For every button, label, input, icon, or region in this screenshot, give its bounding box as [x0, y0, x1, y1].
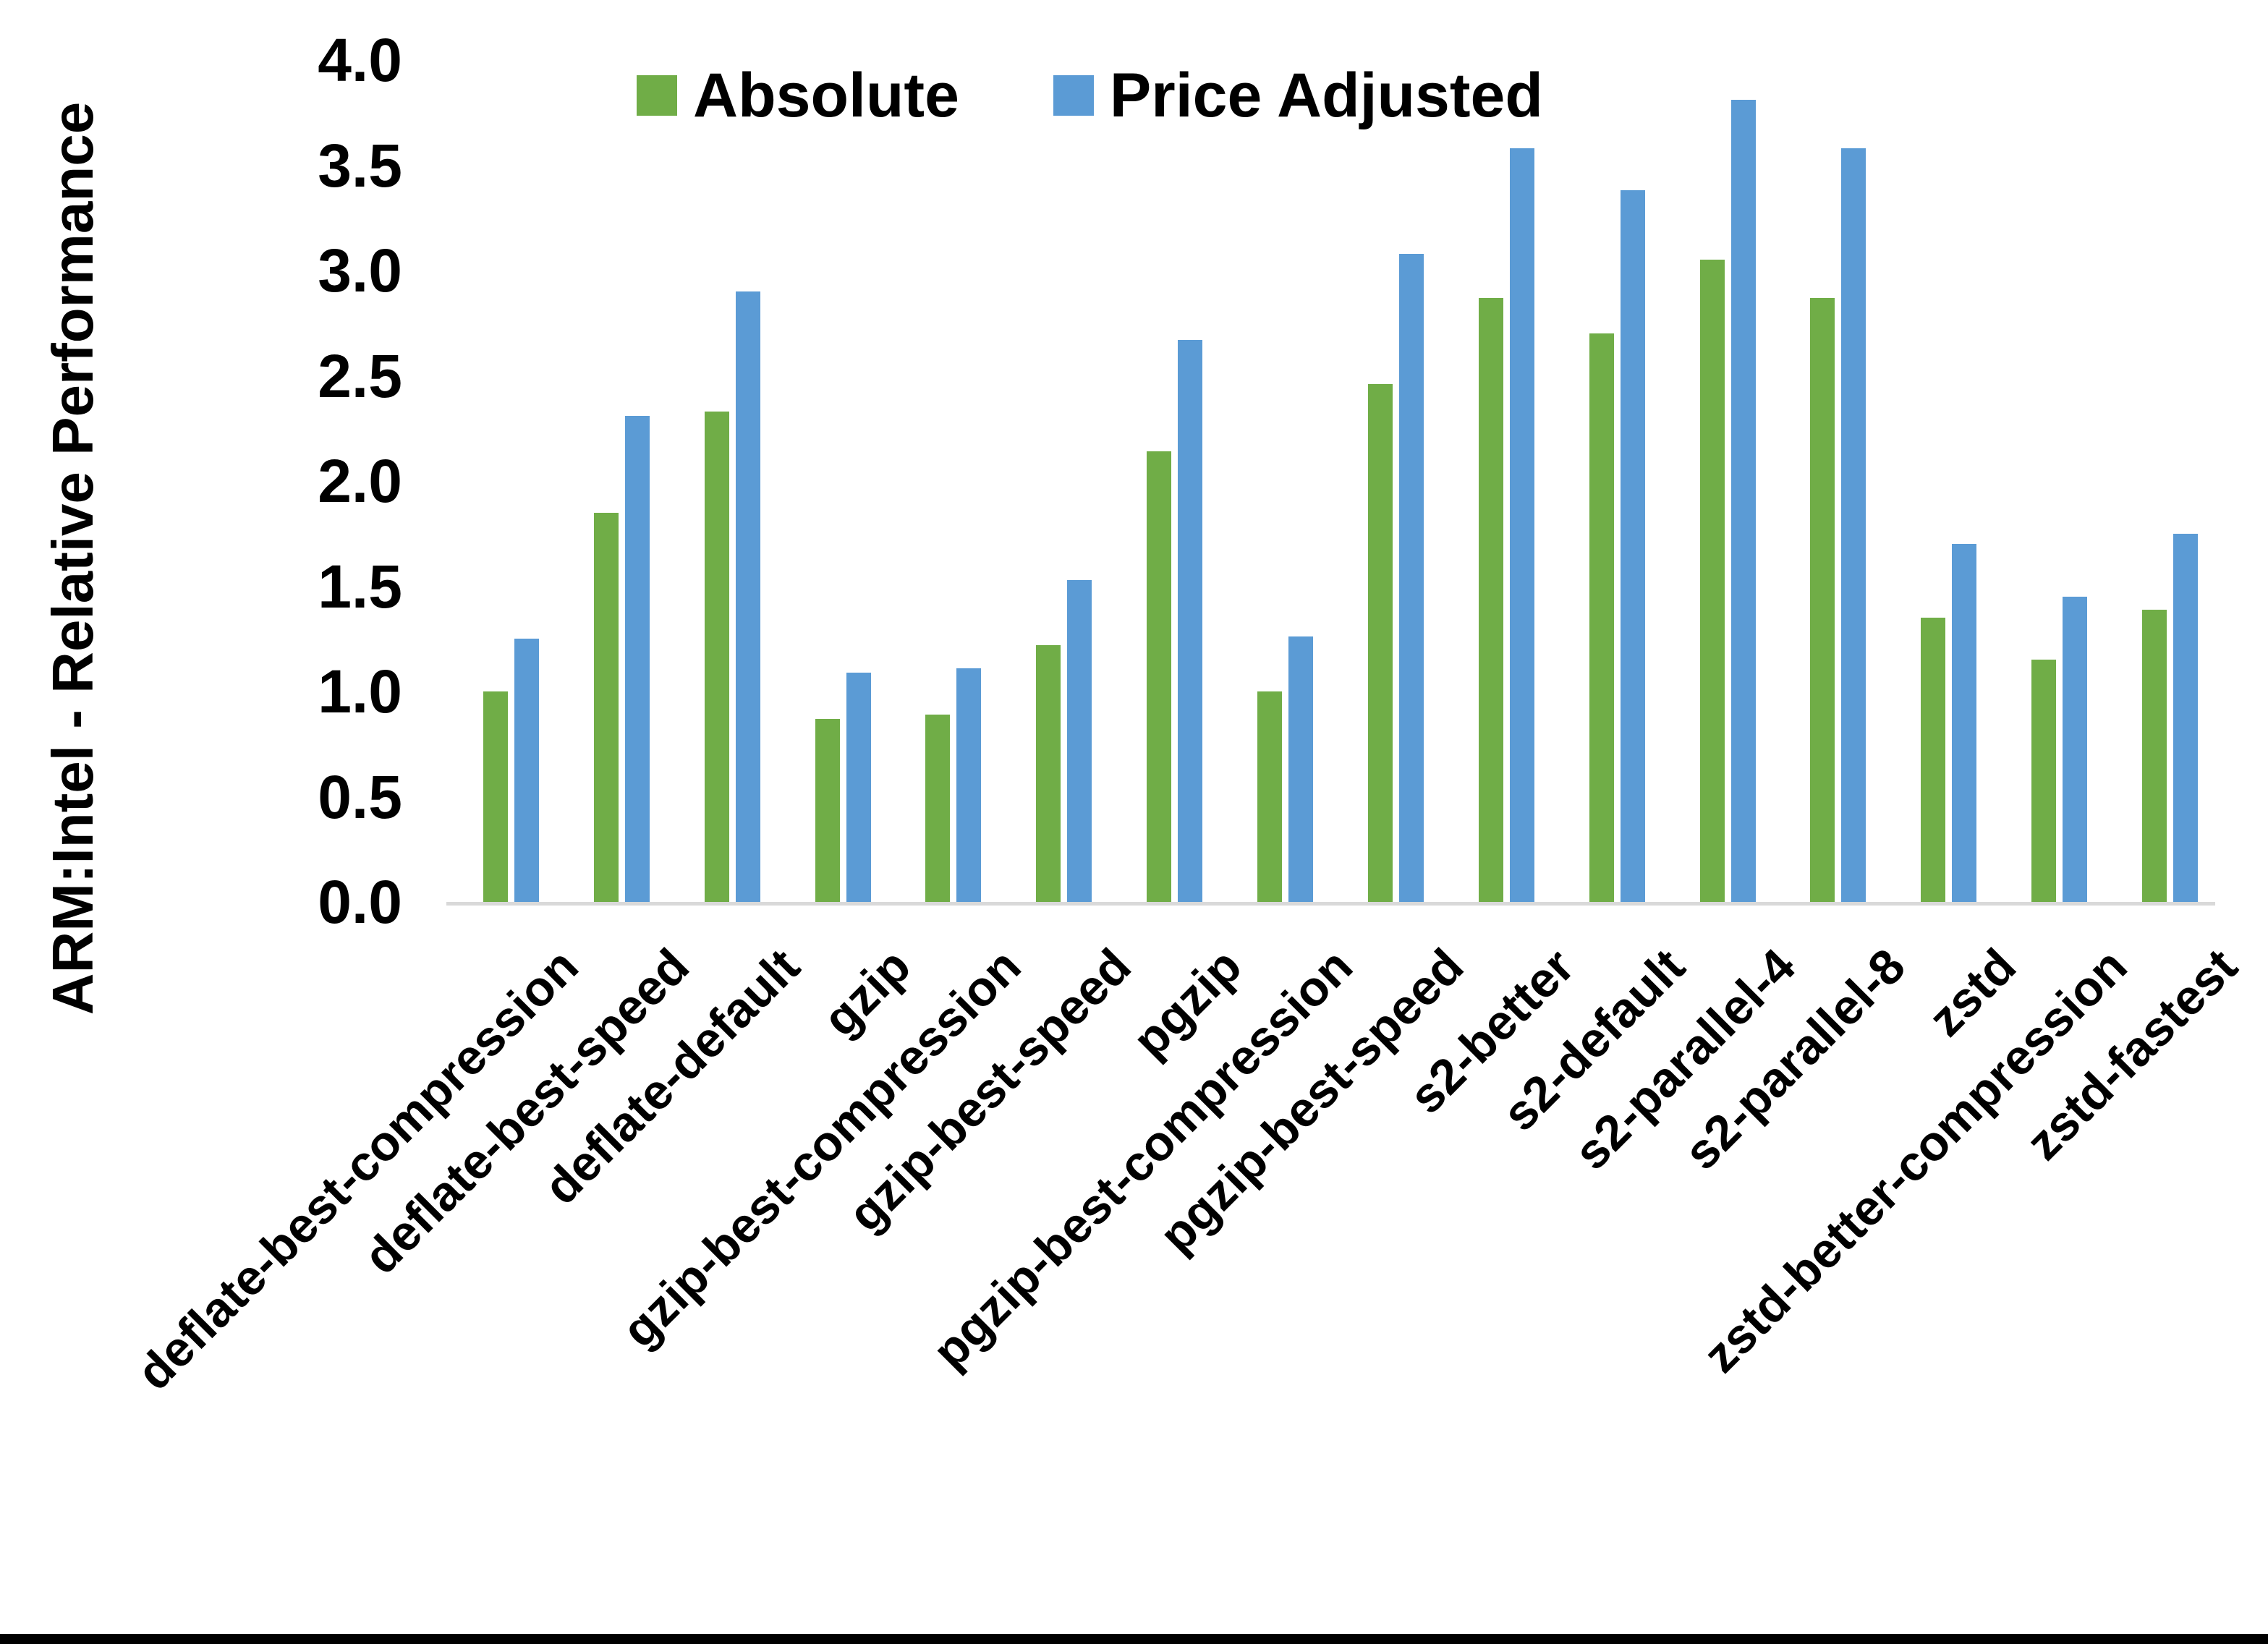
- x-axis-category-label-s2-parallel-8: s2-parallel-8: [1673, 938, 1916, 1180]
- bar-absolute-pgzip-best-compression: [1257, 691, 1282, 902]
- bar-price-adjusted-deflate-default: [736, 291, 760, 902]
- x-axis-category-label-deflate-default: deflate-default: [533, 938, 811, 1215]
- x-axis-category-label-zstd: zstd: [1918, 938, 2027, 1047]
- bar-price-adjusted-pgzip-best-speed: [1399, 254, 1424, 902]
- x-axis-category-label-deflate-best-speed: deflate-best-speed: [353, 938, 700, 1285]
- x-axis-category-label-pgzip: pgzip: [1122, 938, 1253, 1068]
- bar-price-adjusted-gzip-best-speed: [1067, 580, 1092, 902]
- x-axis-category-label-s2-parallel-4: s2-parallel-4: [1563, 938, 1806, 1180]
- x-axis-category-label-pgzip-best-speed: pgzip-best-speed: [1149, 938, 1474, 1264]
- y-axis-tick-label-0.0: 0.0: [318, 868, 402, 936]
- legend-swatch-price-adjusted: [1053, 75, 1094, 116]
- bar-absolute-deflate-best-compression: [483, 691, 508, 902]
- y-axis-tick-label-1.5: 1.5: [318, 552, 402, 621]
- legend-swatch-absolute: [637, 75, 677, 116]
- x-axis-category-label-s2-better: s2-better: [1398, 938, 1585, 1125]
- x-axis-category-label-gzip: gzip: [812, 938, 922, 1047]
- bar-absolute-s2-default: [1589, 333, 1614, 902]
- bar-price-adjusted-zstd-better-compression: [2063, 597, 2087, 902]
- bar-absolute-deflate-best-speed: [594, 513, 619, 902]
- bar-absolute-zstd-better-compression: [2031, 660, 2056, 902]
- bar-absolute-deflate-default: [705, 412, 729, 902]
- x-axis-category-label-deflate-best-compression: deflate-best-compression: [127, 938, 590, 1401]
- bar-absolute-pgzip-best-speed: [1368, 384, 1393, 902]
- x-axis-line: [446, 902, 2215, 906]
- bar-price-adjusted-s2-better: [1510, 148, 1534, 902]
- bar-price-adjusted-gzip: [846, 673, 871, 902]
- legend: Absolute Price Adjusted: [637, 52, 1543, 139]
- legend-item-price-adjusted: Price Adjusted: [1053, 59, 1543, 132]
- bar-price-adjusted-deflate-best-compression: [514, 639, 539, 902]
- x-axis-category-label-s2-default: s2-default: [1492, 938, 1696, 1142]
- bar-price-adjusted-s2-default: [1621, 190, 1645, 902]
- x-axis-category-label-gzip-best-speed: gzip-best-speed: [838, 938, 1142, 1243]
- legend-label-price-adjusted: Price Adjusted: [1109, 61, 1543, 130]
- bar-absolute-zstd-fastest: [2142, 610, 2167, 902]
- bar-price-adjusted-gzip-best-compression: [956, 668, 981, 902]
- y-axis-tick-label-0.5: 0.5: [318, 762, 402, 831]
- x-axis-category-label-pgzip-best-compression: pgzip-best-compression: [922, 938, 1364, 1379]
- y-axis-tick-label-2.5: 2.5: [318, 341, 402, 410]
- bar-absolute-pgzip: [1147, 451, 1171, 902]
- bottom-border: [0, 1634, 2268, 1644]
- x-axis-category-label-gzip-best-compression: gzip-best-compression: [611, 938, 1032, 1358]
- bar-absolute-zstd: [1921, 618, 1945, 902]
- x-axis-category-label-zstd-better-compression: zstd-better-compression: [1692, 938, 2138, 1384]
- bar-price-adjusted-deflate-best-speed: [625, 416, 650, 902]
- bar-absolute-s2-parallel-4: [1700, 260, 1725, 902]
- bar-absolute-gzip-best-compression: [925, 715, 950, 902]
- bar-absolute-s2-better: [1479, 298, 1503, 902]
- legend-label-absolute: Absolute: [693, 61, 959, 130]
- y-axis-tick-label-2.0: 2.0: [318, 447, 402, 515]
- bar-absolute-gzip-best-speed: [1036, 645, 1061, 902]
- bar-absolute-gzip: [815, 719, 840, 902]
- legend-item-absolute: Absolute: [637, 59, 959, 132]
- y-axis-tick-label-4.0: 4.0: [318, 26, 402, 94]
- bar-price-adjusted-zstd-fastest: [2173, 534, 2198, 902]
- x-axis-category-label-zstd-fastest: zstd-fastest: [2016, 938, 2248, 1171]
- y-axis-tick-label-3.5: 3.5: [318, 131, 402, 200]
- bar-price-adjusted-pgzip-best-compression: [1288, 636, 1313, 902]
- bar-price-adjusted-pgzip: [1178, 340, 1202, 902]
- bar-absolute-s2-parallel-8: [1810, 298, 1835, 902]
- bar-price-adjusted-s2-parallel-8: [1841, 148, 1866, 902]
- bar-price-adjusted-s2-parallel-4: [1731, 100, 1756, 902]
- y-axis-tick-label-3.0: 3.0: [318, 237, 402, 304]
- bar-price-adjusted-zstd: [1952, 544, 1976, 902]
- y-axis-tick-label-1.0: 1.0: [318, 657, 402, 725]
